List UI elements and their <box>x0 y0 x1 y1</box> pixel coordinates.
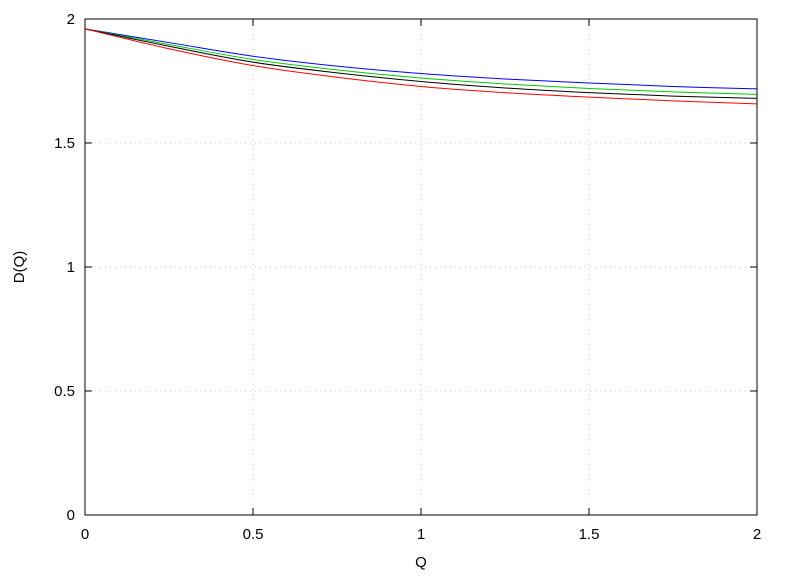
series-line-4 <box>84 28 758 105</box>
series-line-1 <box>84 28 758 90</box>
y-tick-label: 1 <box>67 259 75 276</box>
y-tick-label: 1.5 <box>54 135 75 152</box>
grid-lines <box>85 19 757 515</box>
series-lines <box>84 28 758 105</box>
y-axis-title: D(Q) <box>11 251 28 284</box>
series-line-3 <box>84 28 758 99</box>
y-tick-label: 0.5 <box>54 383 75 400</box>
x-tick-label: 1 <box>417 526 425 543</box>
x-axis-title: Q <box>415 554 427 571</box>
x-tick-label: 0.5 <box>243 526 264 543</box>
series-line-2 <box>84 28 758 95</box>
tick-labels: 0 0.5 1 1.5 2 0 0.5 1 1.5 2 <box>54 11 761 543</box>
y-tick-label: 2 <box>67 11 75 28</box>
x-tick-label: 1.5 <box>579 526 600 543</box>
x-tick-label: 0 <box>81 526 89 543</box>
y-tick-label: 0 <box>67 507 75 524</box>
plot-area-frame <box>84 18 758 516</box>
x-tick-label: 2 <box>753 526 761 543</box>
